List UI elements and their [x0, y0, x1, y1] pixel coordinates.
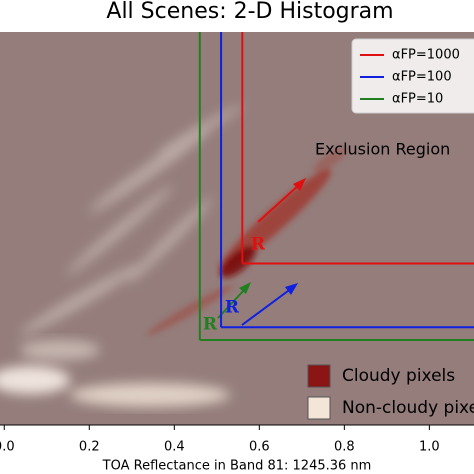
- x-tick-label: 0.6: [249, 440, 270, 455]
- density: [0, 104, 347, 407]
- legend-label: Cloudy pixels: [342, 366, 455, 386]
- arrows: [217, 178, 306, 326]
- annotation: Exclusion Region: [315, 140, 450, 159]
- x-tick-label: 0.2: [79, 440, 100, 455]
- marker-label: R: [251, 235, 266, 255]
- legend-label: αFP=1000: [392, 48, 460, 63]
- legend-label: Non-cloudy pixels: [342, 398, 474, 418]
- x-tick-label: 0.0: [0, 440, 15, 455]
- legend-box: [351, 38, 474, 114]
- x-tick-label: 0.8: [334, 440, 355, 455]
- marker-label: R: [225, 298, 240, 318]
- x-axis-label: TOA Reflectance in Band 81: 1245.36 nm: [102, 459, 372, 474]
- chart-title: All Scenes: 2-D Histogram: [106, 0, 393, 24]
- marker-label: R: [203, 315, 218, 335]
- legend-swatch: [307, 364, 331, 388]
- legend-label: αFP=100: [392, 70, 452, 85]
- legend-label: αFP=10: [392, 92, 443, 107]
- legend-swatch: [307, 396, 331, 420]
- x-tick-label: 0.4: [164, 440, 185, 455]
- x-tick-label: 1.0: [419, 440, 440, 455]
